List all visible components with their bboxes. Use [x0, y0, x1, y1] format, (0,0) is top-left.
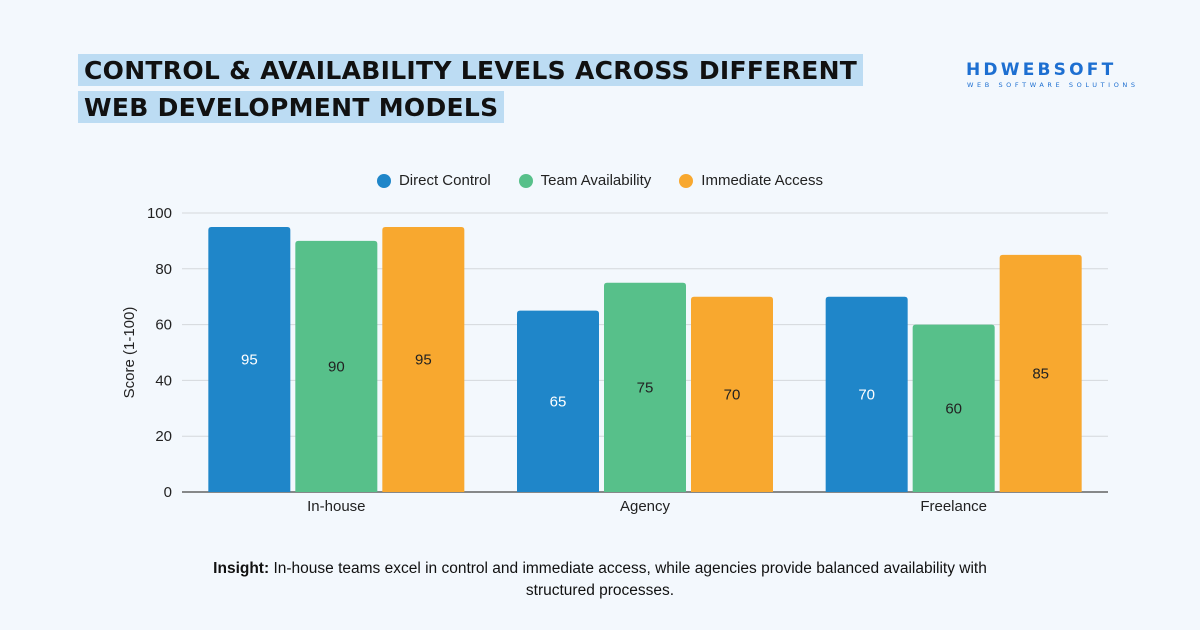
- bar-value-label: 70: [858, 386, 875, 403]
- y-tick-label: 0: [164, 484, 172, 501]
- y-tick-label: 60: [155, 317, 172, 334]
- legend-item-team-availability: Team Availability: [518, 172, 652, 189]
- legend-label-immediate-access: Immediate Access: [701, 172, 824, 189]
- bar-value-label: 65: [550, 393, 567, 410]
- y-axis-label: Score (1-100): [121, 307, 138, 399]
- legend-label-team-availability: Team Availability: [540, 172, 652, 189]
- logo-tagline: WEB SOFTWARE SOLUTIONS: [967, 81, 1139, 89]
- bar-agency-immediate-access: [691, 296, 773, 492]
- x-tick-label: In-house: [307, 498, 365, 515]
- legend-item-immediate-access: Immediate Access: [679, 172, 823, 189]
- bar-inhouse-immediate-access: [382, 226, 465, 492]
- y-tick-label: 20: [155, 428, 172, 445]
- chart-legend: Direct Control Team Availability Immedia…: [0, 172, 1200, 189]
- bar-freelance-direct-control: [825, 296, 908, 492]
- chart-title-line-2: WEB DEVELOPMENT MODELS: [78, 91, 505, 123]
- legend-item-direct-control: Direct Control: [376, 172, 491, 189]
- bar-agency-direct-control: [517, 310, 599, 492]
- x-tick-label: Agency: [620, 498, 671, 515]
- legend-swatch-team-availability: [518, 173, 533, 188]
- legend-label-direct-control: Direct Control: [398, 172, 491, 189]
- bar-value-label: 85: [1032, 365, 1049, 382]
- chart-title-line-1: CONTROL & AVAILABILITY LEVELS ACROSS DIF…: [78, 54, 864, 86]
- bar-value-label: 60: [945, 400, 962, 417]
- y-tick-label: 80: [155, 261, 172, 278]
- bar-value-label: 75: [637, 379, 654, 396]
- legend-swatch-direct-control: [376, 173, 391, 188]
- x-tick-label: Freelance: [920, 498, 987, 515]
- bar-inhouse-team-availability: [295, 240, 378, 492]
- hdwebsoft-logo: HDWEBSOFT WEB SOFTWARE SOLUTIONS: [966, 60, 1138, 92]
- insight-note: Insight: In-house teams excel in control…: [0, 558, 1200, 602]
- logo-name: HDWEBSOFT: [966, 60, 1117, 80]
- bar-value-label: 95: [415, 351, 432, 368]
- insight-label: Insight:: [213, 560, 270, 577]
- bar-value-label: 95: [241, 351, 258, 368]
- y-tick-label: 40: [155, 372, 172, 389]
- bar-value-label: 70: [724, 386, 741, 403]
- y-tick-label: 100: [147, 205, 172, 222]
- bar-agency-team-availability: [604, 282, 686, 492]
- insight-text: In-house teams excel in control and imme…: [269, 560, 987, 599]
- bar-freelance-immediate-access: [999, 254, 1082, 492]
- bar-freelance-team-availability: [912, 324, 995, 492]
- bar-inhouse-direct-control: [208, 226, 291, 492]
- bar-value-label: 90: [328, 358, 345, 375]
- legend-swatch-immediate-access: [679, 173, 694, 188]
